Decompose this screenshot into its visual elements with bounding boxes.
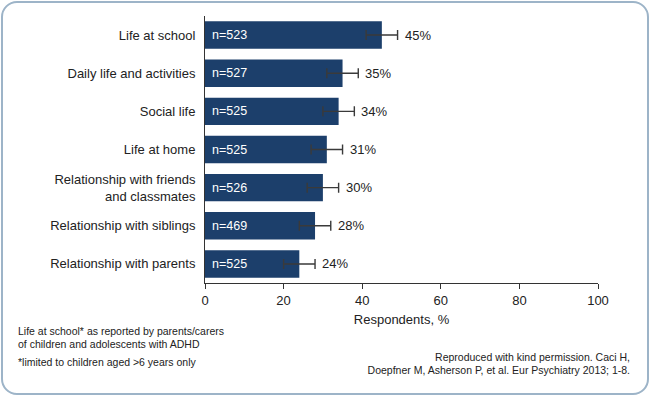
svg-text:n=469: n=469 bbox=[212, 219, 247, 233]
svg-text:Social life: Social life bbox=[140, 104, 196, 119]
svg-text:24%: 24% bbox=[322, 256, 348, 271]
svg-text:n=527: n=527 bbox=[212, 66, 247, 80]
svg-text:34%: 34% bbox=[361, 104, 387, 119]
svg-text:100: 100 bbox=[587, 293, 609, 308]
svg-text:40: 40 bbox=[355, 293, 369, 308]
svg-text:28%: 28% bbox=[338, 218, 364, 233]
svg-text:n=525: n=525 bbox=[212, 143, 247, 157]
svg-text:Relationship with siblings: Relationship with siblings bbox=[50, 218, 196, 233]
svg-text:30%: 30% bbox=[346, 180, 372, 195]
svg-text:Respondents, %: Respondents, % bbox=[354, 312, 450, 327]
svg-text:Life at school: Life at school bbox=[119, 28, 196, 43]
svg-text:60: 60 bbox=[434, 293, 448, 308]
svg-text:0: 0 bbox=[201, 293, 208, 308]
svg-text:n=525: n=525 bbox=[212, 104, 247, 118]
svg-text:45%: 45% bbox=[405, 28, 431, 43]
svg-text:80: 80 bbox=[512, 293, 526, 308]
svg-text:Life at home: Life at home bbox=[124, 142, 196, 157]
svg-text:Relationship with friendsand c: Relationship with friendsand classmates bbox=[54, 172, 195, 204]
html-text:Reproduced with kind permissio: Reproduced with kind permission. Caci H,… bbox=[367, 351, 630, 376]
svg-text:n=525: n=525 bbox=[212, 257, 247, 271]
html-text:*limited to children aged >6 y: *limited to children aged >6 years only bbox=[18, 356, 196, 368]
svg-text:Daily life and activities: Daily life and activities bbox=[68, 66, 196, 81]
svg-text:n=526: n=526 bbox=[212, 181, 247, 195]
svg-text:31%: 31% bbox=[350, 142, 376, 157]
svg-text:35%: 35% bbox=[365, 66, 391, 81]
svg-text:20: 20 bbox=[276, 293, 290, 308]
html-text:Life at school* as reported by: Life at school* as reported by parents/c… bbox=[18, 325, 224, 350]
svg-text:Relationship with parents: Relationship with parents bbox=[50, 256, 196, 271]
svg-text:n=523: n=523 bbox=[212, 28, 247, 42]
